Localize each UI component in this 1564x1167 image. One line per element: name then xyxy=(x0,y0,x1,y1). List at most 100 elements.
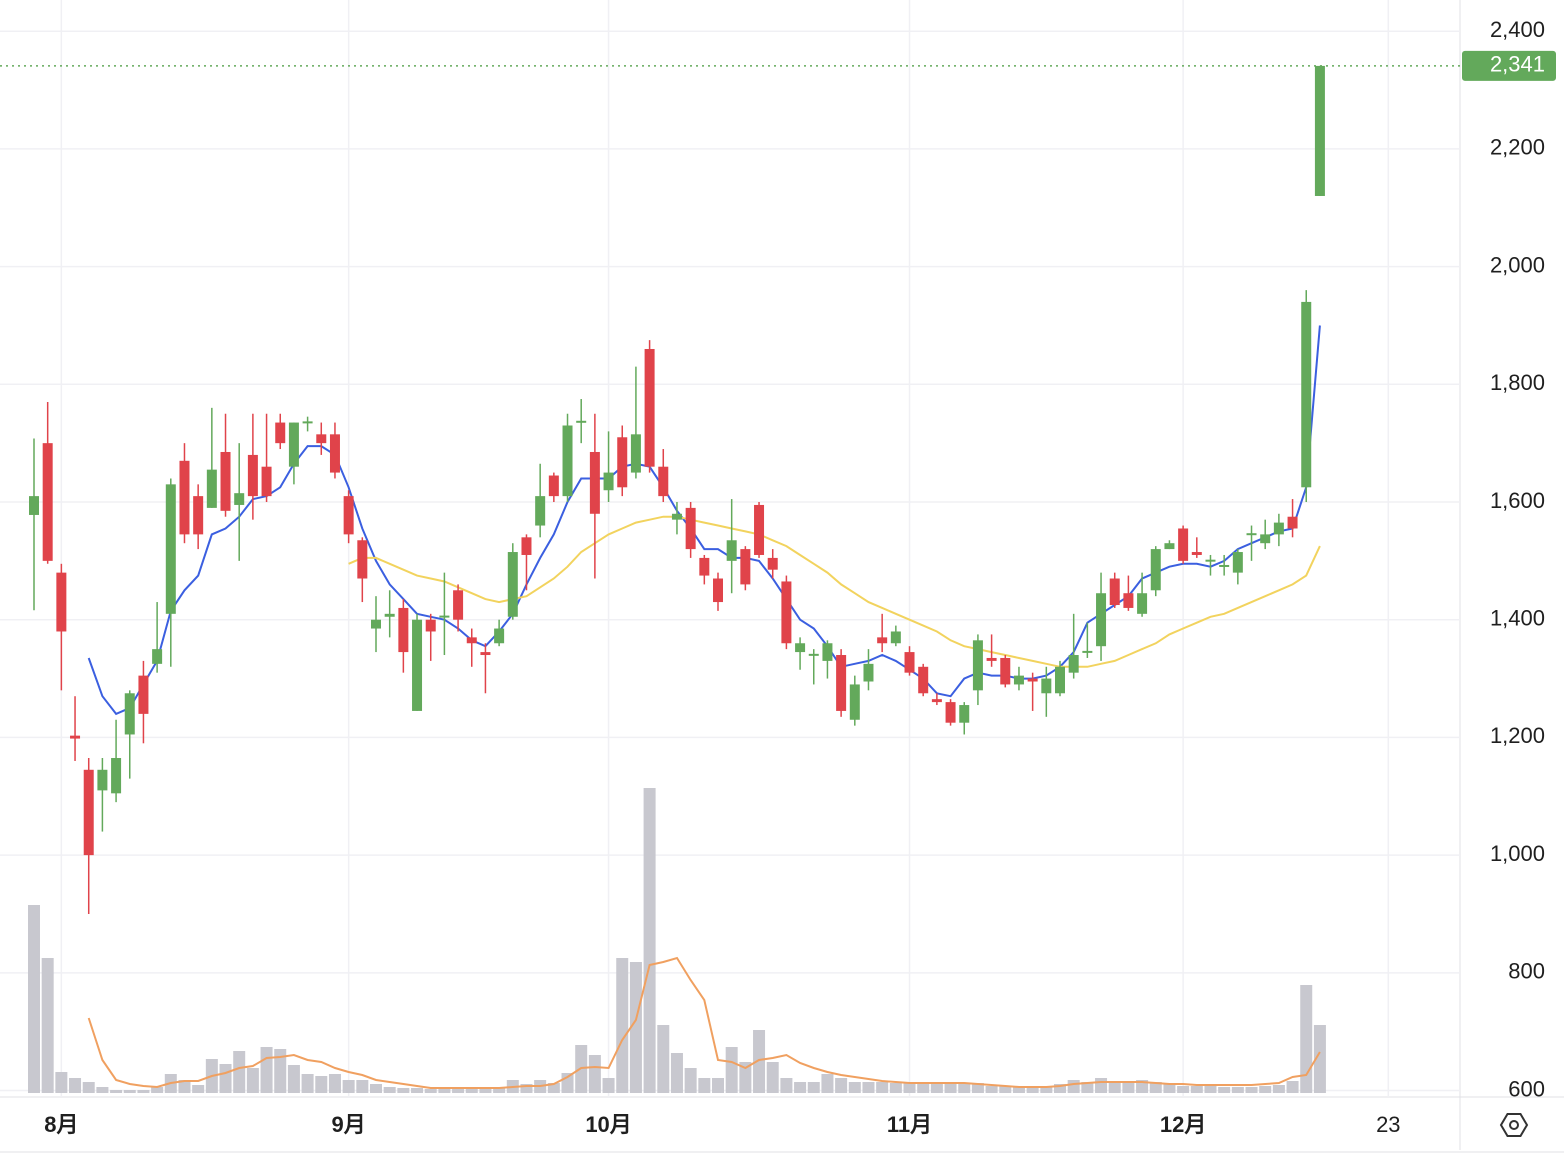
candle-body xyxy=(904,652,915,673)
candle-body xyxy=(685,507,696,550)
candle-body xyxy=(603,472,614,491)
candle-body xyxy=(877,637,888,644)
candle-body xyxy=(1164,543,1175,550)
volume-bar xyxy=(657,1025,670,1093)
volume-bar xyxy=(1190,1086,1203,1093)
x-tick-label: 9月 xyxy=(332,1112,366,1137)
volume-bar xyxy=(55,1072,68,1093)
volume-layer xyxy=(28,788,1326,1093)
last-price-label: 2,341 xyxy=(1490,52,1545,77)
volume-bar xyxy=(930,1082,943,1093)
volume-bar xyxy=(739,1062,752,1093)
volume-bar xyxy=(438,1089,451,1093)
candle-body xyxy=(521,537,532,555)
candle-body xyxy=(1260,534,1271,544)
volume-bar xyxy=(356,1080,369,1093)
candle-body xyxy=(699,557,710,576)
volume-bar xyxy=(1245,1087,1258,1093)
y-tick-label: 1,000 xyxy=(1490,841,1545,866)
candle-body xyxy=(316,434,327,444)
candle-body xyxy=(808,653,819,656)
candle-body xyxy=(1301,301,1312,488)
y-tick-label: 1,400 xyxy=(1490,606,1545,631)
candle-body xyxy=(29,496,39,515)
x-tick-label: 10月 xyxy=(585,1112,631,1137)
candle-body xyxy=(658,466,669,497)
volume-bar xyxy=(794,1082,807,1093)
candle-body xyxy=(97,769,108,791)
volume-bar xyxy=(629,962,642,1093)
candle-body xyxy=(562,425,573,497)
candle-body xyxy=(343,496,354,535)
candle-body xyxy=(576,420,587,423)
volume-bar xyxy=(465,1089,478,1093)
volume-bar xyxy=(233,1051,246,1093)
candle-body xyxy=(425,619,436,632)
candle-body xyxy=(480,652,491,656)
volume-bar xyxy=(670,1053,683,1093)
candle-body xyxy=(589,451,600,514)
candle-body xyxy=(849,684,860,720)
x-tick-label: 23 xyxy=(1376,1112,1400,1137)
candle-body xyxy=(494,628,505,644)
volume-bar xyxy=(1231,1087,1244,1093)
settings-icon[interactable] xyxy=(1499,1113,1529,1137)
candle-body xyxy=(1178,528,1189,561)
candle-body xyxy=(931,699,942,703)
candle-body xyxy=(1219,564,1230,567)
candle-body xyxy=(781,581,792,644)
candle-body xyxy=(1123,593,1134,608)
volume-bar xyxy=(780,1078,793,1093)
y-tick-label: 2,400 xyxy=(1490,17,1545,42)
volume-bar xyxy=(1122,1082,1135,1093)
candle-body xyxy=(986,657,997,661)
candle-body xyxy=(206,469,217,508)
volume-bar xyxy=(493,1088,506,1093)
volume-bar xyxy=(712,1078,724,1093)
volume-bar xyxy=(821,1074,834,1093)
volume-bar xyxy=(1149,1082,1162,1093)
candle-body xyxy=(193,496,204,535)
volume-bar xyxy=(1218,1087,1231,1093)
candle-body xyxy=(1041,678,1052,694)
volume-bar xyxy=(96,1087,109,1093)
candle-body xyxy=(795,643,806,653)
candle-body xyxy=(275,422,286,444)
candle-body xyxy=(152,649,163,664)
candle-body xyxy=(466,637,477,644)
y-tick-label: 2,000 xyxy=(1490,252,1545,277)
candle-body xyxy=(357,540,368,579)
x-tick-label: 12月 xyxy=(1160,1112,1206,1137)
candle-body xyxy=(1191,552,1202,555)
volume-bar xyxy=(1136,1080,1149,1093)
candle-body xyxy=(1082,650,1093,653)
volume-bar xyxy=(452,1089,465,1093)
volume-bar xyxy=(1054,1084,1066,1093)
candle-body xyxy=(1068,655,1079,673)
candle-body xyxy=(1205,559,1216,562)
volume-bar xyxy=(479,1089,492,1093)
volume-bar xyxy=(137,1090,150,1093)
volume-bar xyxy=(123,1090,136,1093)
volume-bar xyxy=(1012,1086,1025,1093)
volume-bar xyxy=(1026,1087,1039,1093)
candle-body xyxy=(453,590,464,620)
candle-body xyxy=(671,513,682,520)
volume-bar xyxy=(1163,1084,1176,1093)
volume-bar xyxy=(876,1082,889,1093)
volume-bar xyxy=(342,1080,355,1093)
y-tick-label: 2,200 xyxy=(1490,135,1545,160)
candle-body xyxy=(548,475,559,497)
volume-bar xyxy=(1081,1082,1094,1093)
price-layer xyxy=(29,65,1325,914)
volume-bar xyxy=(370,1084,382,1093)
volume-bar xyxy=(328,1074,341,1093)
candle-body xyxy=(1055,666,1065,694)
candle-body xyxy=(713,578,723,603)
candle-body xyxy=(918,666,929,694)
volume-bar xyxy=(862,1082,875,1093)
volume-ma-line xyxy=(87,956,1321,1089)
volume-bar xyxy=(110,1090,123,1093)
volume-bar xyxy=(917,1083,930,1093)
